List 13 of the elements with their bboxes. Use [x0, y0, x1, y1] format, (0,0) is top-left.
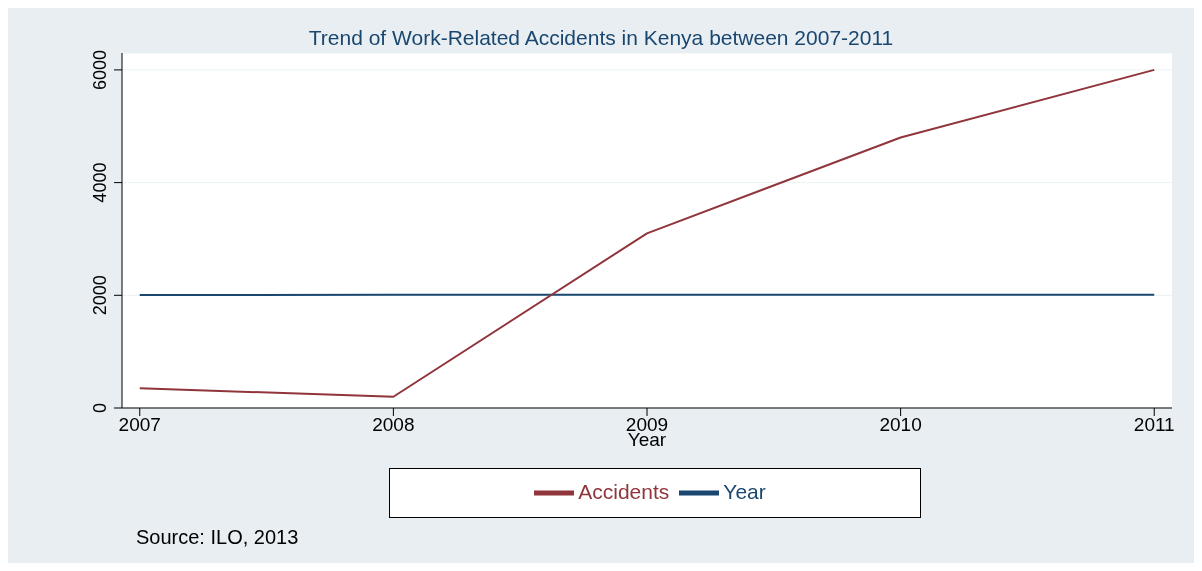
x-tick-label: 2011 [1133, 414, 1175, 436]
x-tick-label: 2007 [118, 414, 161, 436]
y-tick-label: 4000 [90, 162, 110, 203]
x-tick-label: 2008 [372, 414, 415, 436]
x-tick-label: 2010 [879, 414, 922, 436]
y-tick-label: 6000 [90, 49, 110, 90]
y-tick-label: 0 [90, 402, 110, 414]
chart-title: Trend of Work-Related Accidents in Kenya between 2007-2011 [307, 26, 895, 50]
legend-label: Year [723, 479, 766, 503]
line-series [138, 68, 1156, 398]
source-note: Source: ILO, 2013 [136, 526, 299, 549]
legend-label: Accidents [578, 479, 670, 503]
y-tick-label: 2000 [90, 275, 110, 316]
